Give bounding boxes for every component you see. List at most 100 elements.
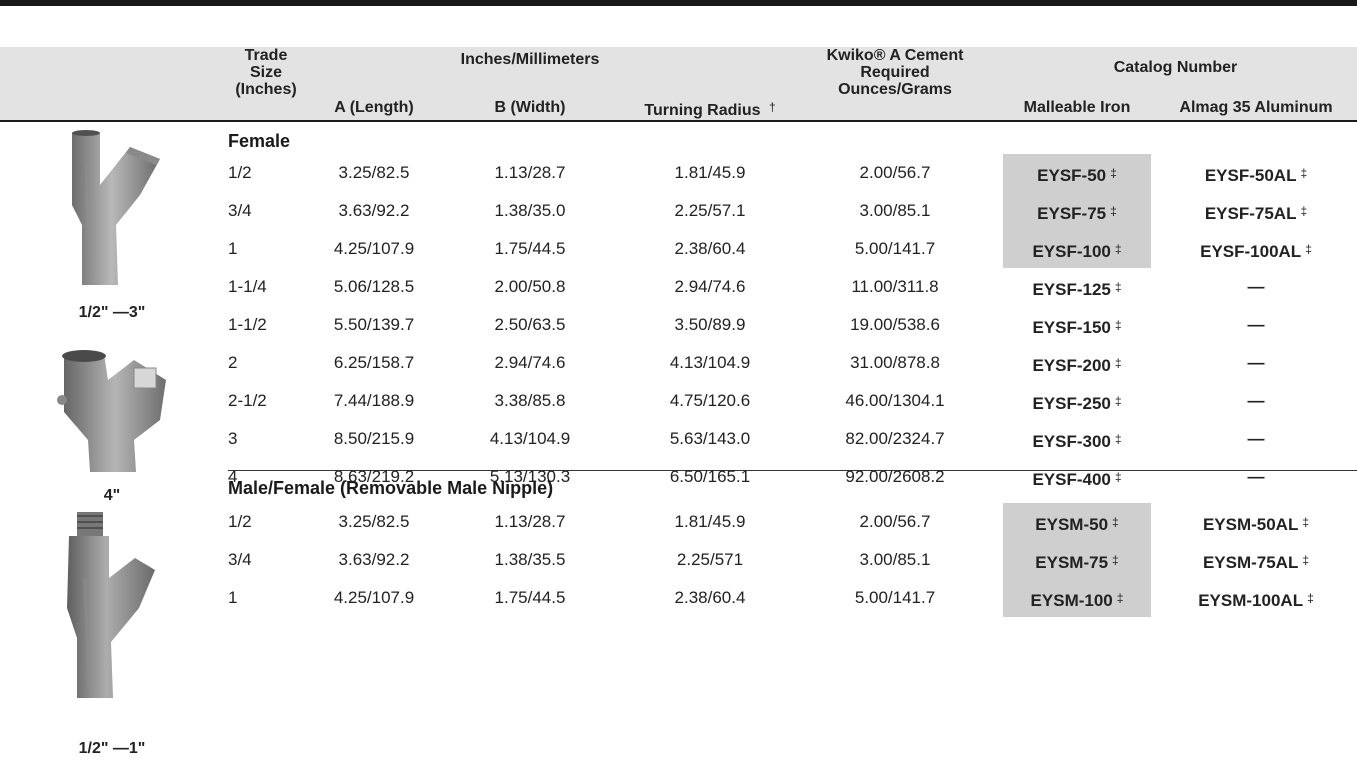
malleable-iron-catalog-cell: EYSF-125 ‡ — [1003, 268, 1151, 306]
malleable-iron-catalog-cell: EYSM-100 ‡ — [1003, 579, 1151, 617]
header-a-length: A (Length) — [334, 99, 414, 116]
b-width-cell: 2.50/63.5 — [494, 315, 566, 334]
header-trade-line3: (Inches) — [235, 81, 297, 98]
malleable-iron-catalog-cell: EYSM-75 ‡ — [1003, 541, 1151, 579]
header-trade-line1: Trade — [244, 47, 288, 64]
almag-catalog-cell: — — [1162, 382, 1350, 420]
male-female-fitting-image — [67, 512, 155, 698]
double-dagger-mark: ‡ — [1114, 242, 1122, 256]
kwiko-cement-cell: 5.00/141.7 — [854, 239, 936, 258]
almag-catalog-cell: — — [1162, 268, 1350, 306]
double-dagger-mark: ‡ — [1300, 166, 1308, 180]
almag-catalog-cell: EYSM-75AL ‡ — [1162, 541, 1350, 579]
header-kwiko-line2: Required — [860, 64, 930, 81]
top-rule — [0, 0, 1357, 6]
a-length-cell: 5.50/139.7 — [333, 315, 415, 334]
section-label-male-female: Male/Female (Removable Male Nipple) — [228, 478, 554, 498]
table-row: 1 4.25/107.9 1.75/44.5 2.38/60.4 5.00/141.7 E… — [0, 230, 1357, 268]
header-kwiko-line1: Kwiko® A Cement — [826, 47, 964, 64]
trade-size-cell: 1-1/2 — [228, 315, 267, 334]
malleable-iron-catalog-cell: EYSF-200 ‡ — [1003, 344, 1151, 382]
kwiko-cement-cell: 5.00/141.7 — [854, 588, 936, 607]
double-dagger-mark: ‡ — [1114, 318, 1122, 332]
catalog-number: EYSF-300 — [1032, 432, 1111, 451]
not-available-dash: — — [1247, 467, 1265, 486]
b-width-cell: 2.00/50.8 — [494, 277, 566, 296]
female-fitting-small-image — [72, 130, 160, 285]
header-trade-line2: Size — [249, 64, 282, 81]
double-dagger-mark: ‡ — [1114, 356, 1122, 370]
b-width-cell: 5.13/130.3 — [489, 467, 571, 486]
almag-catalog-cell: — — [1162, 420, 1350, 458]
kwiko-cement-cell: 3.00/85.1 — [859, 550, 931, 569]
double-dagger-mark: ‡ — [1112, 553, 1119, 567]
catalog-number: EYSM-75AL — [1202, 553, 1299, 572]
a-length-cell: 3.25/82.5 — [338, 163, 410, 182]
size-caption-female-small: 1/2" —3" — [78, 304, 146, 321]
header-turning-radius-label: Turning Radius — [644, 102, 761, 119]
double-dagger-mark: ‡ — [1114, 470, 1122, 484]
catalog-number: EYSF-50AL — [1204, 166, 1297, 185]
table-row: 1 4.25/107.9 1.75/44.5 2.38/60.4 5.00/141.7 E… — [0, 579, 1357, 617]
almag-catalog-cell: — — [1162, 458, 1350, 496]
a-length-cell: 7.44/188.9 — [333, 391, 415, 410]
header-catalog-number: Catalog Number — [1113, 59, 1238, 76]
kwiko-cement-cell: 2.00/56.7 — [859, 163, 931, 182]
kwiko-cement-cell: 82.00/2324.7 — [845, 429, 945, 448]
trade-size-cell: 3 — [228, 429, 238, 448]
catalog-number: EYSF-100 — [1032, 242, 1111, 261]
table-row: 3/4 3.63/92.2 1.38/35.5 2.25/571 3.00/85.1 EY… — [0, 541, 1357, 579]
double-dagger-mark: ‡ — [1114, 394, 1122, 408]
table-row: 3/4 3.63/92.2 1.38/35.0 2.25/57.1 3.00/85.1 E… — [0, 192, 1357, 230]
catalog-number: EYSM-75 — [1035, 553, 1109, 572]
b-width-cell: 3.38/85.8 — [494, 391, 566, 410]
header-kwiko: Kwiko® A Cement Required Ounces/Grams — [805, 47, 985, 98]
trade-size-cell: 1 — [228, 239, 238, 258]
catalog-number: EYSF-100AL — [1200, 242, 1302, 261]
catalog-number: EYSF-400 — [1032, 470, 1111, 489]
almag-catalog-cell: — — [1162, 306, 1350, 344]
double-dagger-mark: ‡ — [1305, 242, 1312, 256]
catalog-number: EYSM-50AL — [1202, 515, 1299, 534]
turning-radius-cell: 5.63/143.0 — [669, 429, 751, 448]
header-inches-mm: Inches/Millimeters — [460, 51, 600, 68]
turning-radius-cell: 2.25/571 — [676, 550, 744, 569]
turning-radius-cell: 3.50/89.9 — [674, 315, 746, 334]
almag-catalog-cell: EYSM-100AL ‡ — [1162, 579, 1350, 617]
malleable-iron-catalog-cell: EYSF-400 ‡ — [1003, 458, 1151, 496]
turning-radius-cell: 6.50/165.1 — [669, 467, 751, 486]
table-row: 3 8.50/215.9 4.13/104.9 5.63/143.0 82.00/232… — [0, 420, 1357, 458]
catalog-number: EYSM-100AL — [1198, 591, 1304, 610]
catalog-number: EYSM-100 — [1030, 591, 1113, 610]
b-width-cell: 2.94/74.6 — [494, 353, 566, 372]
almag-catalog-cell: EYSF-75AL ‡ — [1162, 192, 1350, 230]
turning-radius-cell: 2.38/60.4 — [674, 239, 746, 258]
malleable-iron-catalog-cell: EYSF-50 ‡ — [1003, 154, 1151, 192]
trade-size-cell: 2-1/2 — [228, 391, 267, 410]
malleable-iron-catalog-cell: EYSF-75 ‡ — [1003, 192, 1151, 230]
turning-radius-cell: 4.13/104.9 — [669, 353, 751, 372]
double-dagger-mark: ‡ — [1110, 166, 1117, 180]
trade-size-cell: 1/2 — [228, 163, 252, 182]
not-available-dash: — — [1247, 391, 1265, 410]
table-row: 4 8.63/219.2 5.13/130.3 6.50/165.1 92.00/260… — [0, 458, 1357, 496]
almag-catalog-cell: EYSM-50AL ‡ — [1162, 503, 1350, 541]
double-dagger-mark: ‡ — [1307, 591, 1314, 605]
not-available-dash: — — [1247, 353, 1265, 372]
trade-size-cell: 4 — [228, 467, 238, 486]
trade-size-cell: 3/4 — [228, 550, 252, 569]
trade-size-cell: 1 — [228, 588, 238, 607]
table-row: 2 6.25/158.7 2.94/74.6 4.13/104.9 31.00/878.… — [0, 344, 1357, 382]
turning-radius-cell: 2.25/57.1 — [674, 201, 746, 220]
double-dagger-mark: ‡ — [1302, 553, 1310, 567]
a-length-cell: 6.25/158.7 — [333, 353, 415, 372]
double-dagger-mark: ‡ — [1302, 515, 1310, 529]
kwiko-cement-cell: 46.00/1304.1 — [845, 391, 945, 410]
catalog-number: EYSF-150 — [1032, 318, 1111, 337]
a-length-cell: 3.25/82.5 — [338, 512, 410, 531]
turning-radius-cell: 2.38/60.4 — [674, 588, 746, 607]
double-dagger-mark: ‡ — [1300, 204, 1308, 218]
size-caption-male-female: 1/2" —1" — [78, 740, 146, 757]
malleable-iron-catalog-cell: EYSF-250 ‡ — [1003, 382, 1151, 420]
header-trade-size: Trade Size (Inches) — [226, 47, 306, 98]
